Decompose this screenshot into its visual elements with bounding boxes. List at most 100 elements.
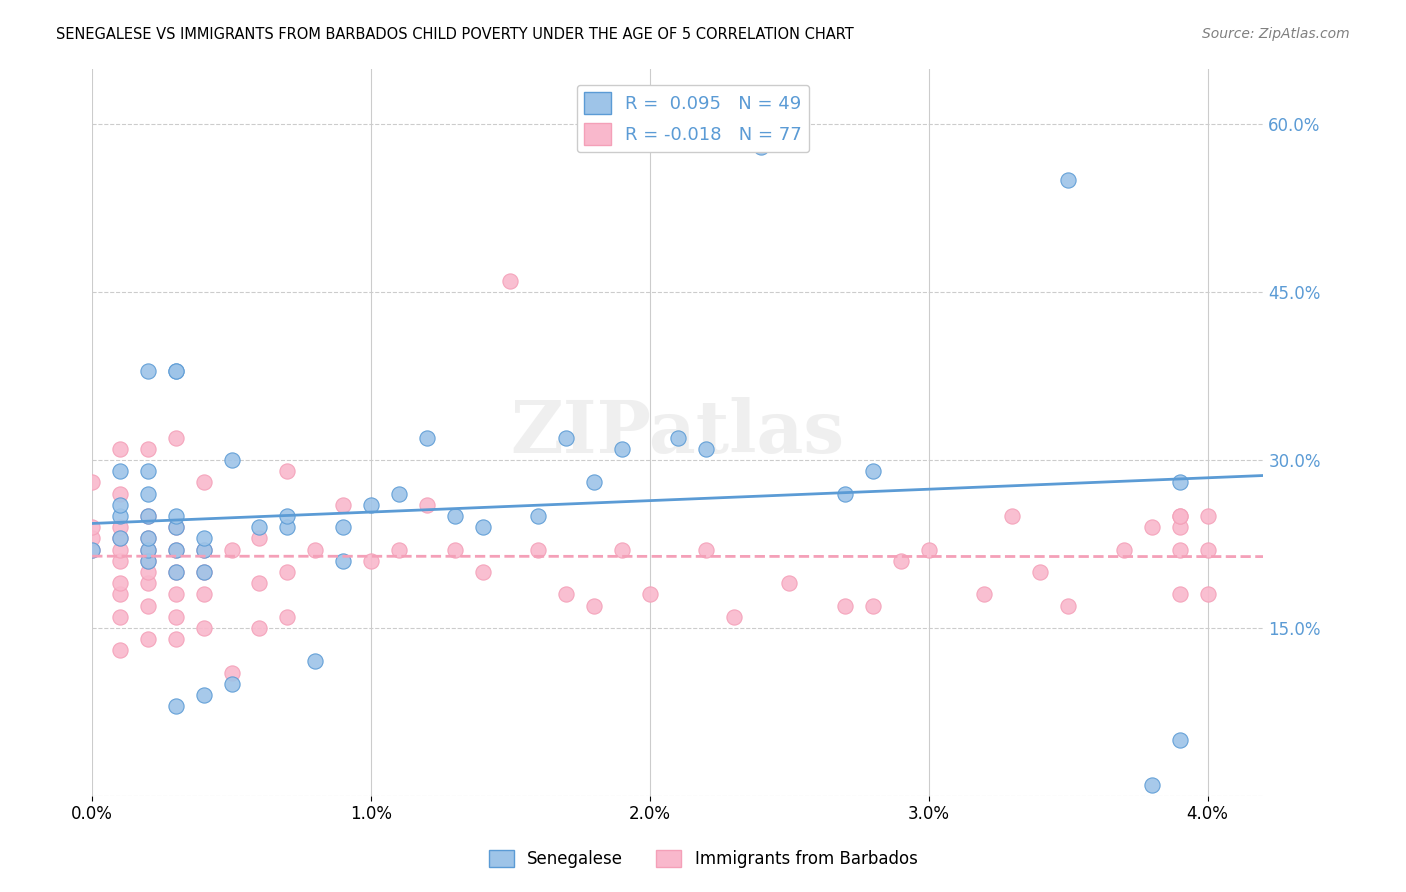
Point (108, 554, 131, 568)
Point (610, 542, 633, 557)
Legend: Senegalese, Immigrants from Barbados: Senegalese, Immigrants from Barbados (482, 843, 924, 875)
Point (890, 554, 912, 568)
Point (108, 542, 131, 557)
Point (193, 532, 215, 546)
Point (165, 520, 187, 534)
Point (193, 688, 215, 702)
Point (221, 665, 243, 680)
Point (862, 599, 884, 613)
Point (249, 621, 271, 635)
Point (165, 587, 187, 601)
Point (108, 609, 131, 624)
Point (723, 609, 745, 624)
Point (165, 632, 187, 647)
Point (165, 699, 187, 714)
Point (108, 498, 131, 512)
Point (304, 542, 326, 557)
Point (136, 532, 159, 546)
Point (136, 542, 159, 557)
Point (165, 565, 187, 579)
Point (108, 520, 131, 534)
Point (193, 565, 215, 579)
Point (136, 565, 159, 579)
Point (82, 475, 104, 490)
Point (1197, 542, 1219, 557)
Point (638, 587, 661, 601)
Point (1168, 475, 1191, 490)
Point (249, 532, 271, 546)
Point (1001, 509, 1024, 524)
Point (193, 542, 215, 557)
Point (108, 587, 131, 601)
Point (778, 576, 800, 591)
Point (499, 274, 522, 288)
Point (1168, 509, 1191, 524)
Point (136, 464, 159, 478)
Point (108, 532, 131, 546)
Point (136, 509, 159, 524)
Point (193, 475, 215, 490)
Point (304, 655, 326, 669)
Point (1168, 732, 1191, 747)
Point (193, 621, 215, 635)
Point (108, 509, 131, 524)
Point (583, 599, 606, 613)
Point (108, 643, 131, 657)
Point (165, 542, 187, 557)
Point (1057, 173, 1080, 187)
Point (1140, 778, 1163, 792)
Point (221, 542, 243, 557)
Point (165, 363, 187, 377)
Text: ZIPatlas: ZIPatlas (510, 397, 845, 467)
Point (136, 363, 159, 377)
Point (388, 486, 411, 500)
Point (276, 464, 298, 478)
Point (1029, 565, 1052, 579)
Point (108, 442, 131, 456)
Point (136, 532, 159, 546)
Point (666, 431, 689, 445)
Point (136, 486, 159, 500)
Point (136, 576, 159, 591)
Point (1197, 509, 1219, 524)
Point (862, 464, 884, 478)
Point (1112, 542, 1135, 557)
Point (276, 565, 298, 579)
Point (193, 542, 215, 557)
Point (555, 587, 578, 601)
Point (360, 554, 382, 568)
Point (136, 554, 159, 568)
Point (82, 532, 104, 546)
Legend: R =  0.095   N = 49, R = -0.018   N = 77: R = 0.095 N = 49, R = -0.018 N = 77 (576, 85, 810, 153)
Point (136, 632, 159, 647)
Point (249, 576, 271, 591)
Point (221, 453, 243, 467)
Point (416, 498, 439, 512)
Point (1140, 520, 1163, 534)
Point (136, 509, 159, 524)
Point (1168, 542, 1191, 557)
Point (165, 431, 187, 445)
Point (249, 520, 271, 534)
Point (388, 542, 411, 557)
Point (695, 542, 717, 557)
Point (165, 542, 187, 557)
Point (527, 542, 550, 557)
Point (165, 565, 187, 579)
Point (193, 587, 215, 601)
Point (276, 520, 298, 534)
Point (555, 431, 578, 445)
Point (82, 520, 104, 534)
Point (1168, 520, 1191, 534)
Point (1057, 599, 1080, 613)
Point (332, 520, 354, 534)
Text: Source: ZipAtlas.com: Source: ZipAtlas.com (1202, 27, 1350, 41)
Point (136, 542, 159, 557)
Point (82, 542, 104, 557)
Point (834, 599, 856, 613)
Point (276, 509, 298, 524)
Point (610, 442, 633, 456)
Point (193, 565, 215, 579)
Point (1197, 587, 1219, 601)
Point (221, 677, 243, 691)
